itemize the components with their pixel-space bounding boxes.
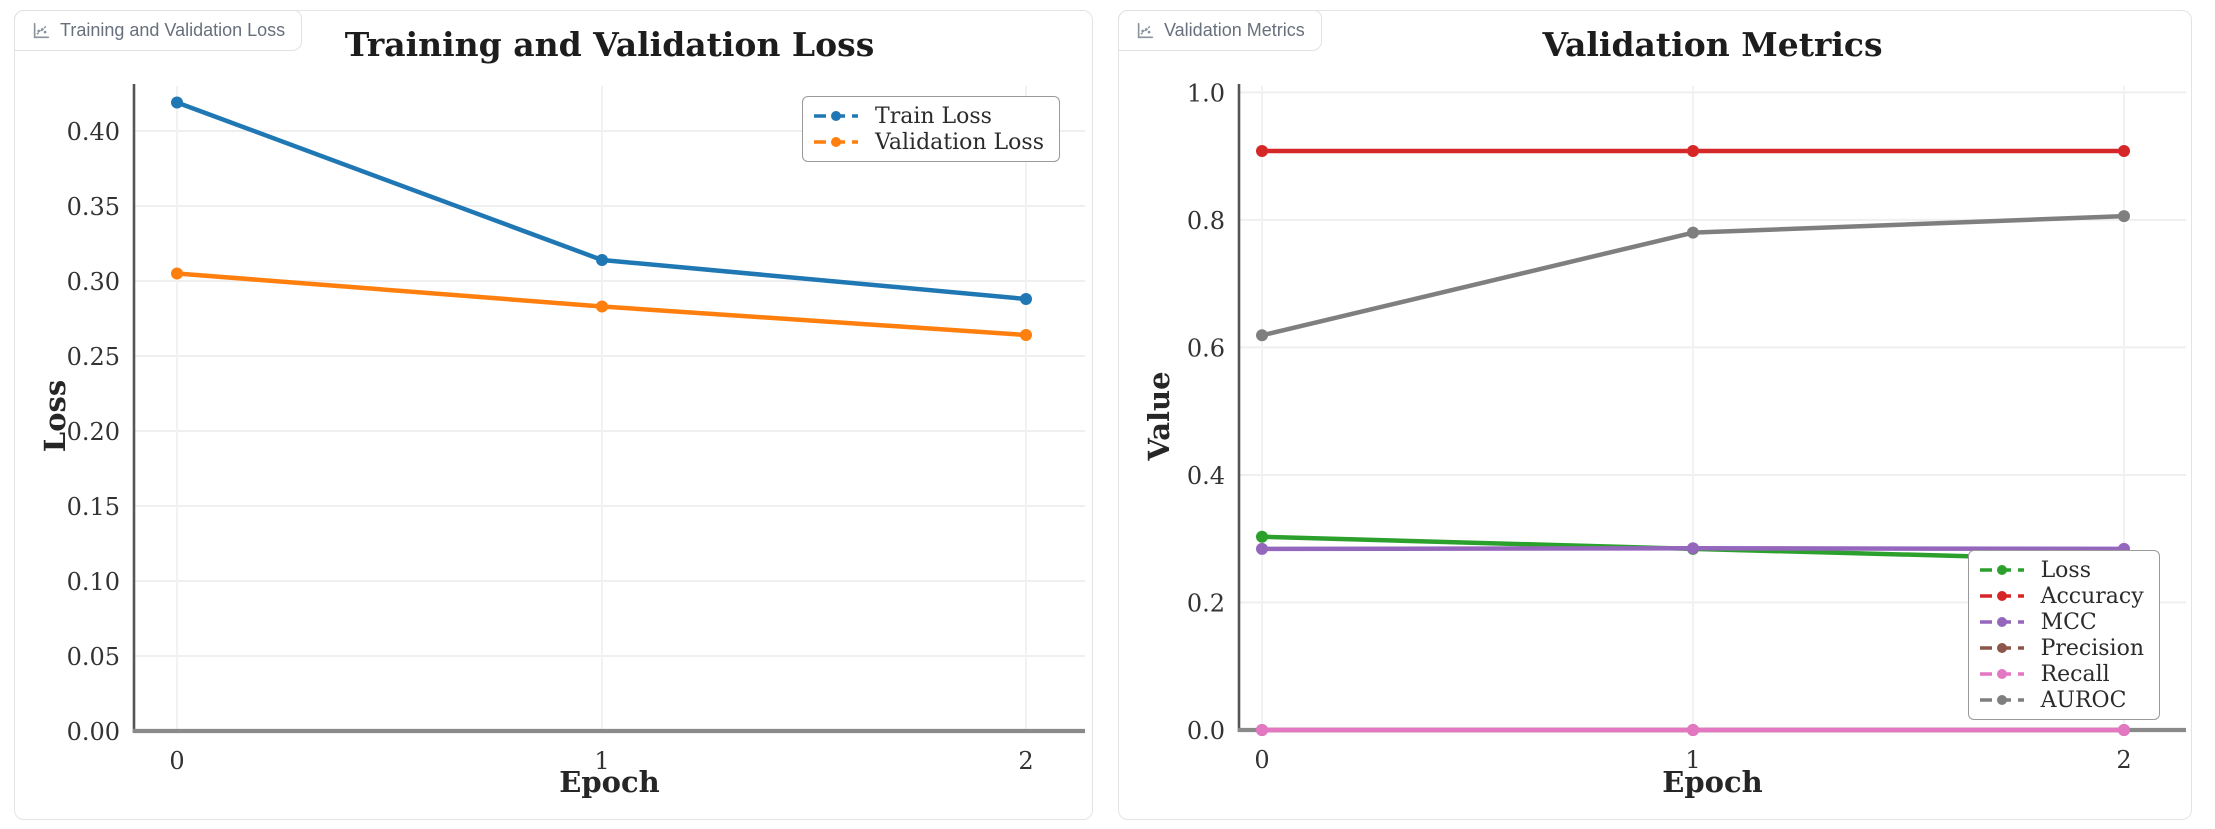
y-tick-label: 0.8 bbox=[1187, 207, 1225, 235]
legend-line-marker-icon bbox=[1979, 565, 2024, 575]
legend-entry-recall: Recall bbox=[1979, 661, 2144, 687]
y-tick-label: 0.4 bbox=[1187, 462, 1225, 490]
series-marker-train-loss bbox=[596, 254, 608, 266]
y-tick-label: 0.00 bbox=[67, 718, 120, 746]
legend-entry-validation-loss: Validation Loss bbox=[813, 129, 1044, 155]
legend-entry-accuracy: Accuracy bbox=[1979, 583, 2144, 609]
legend-line-marker-icon bbox=[814, 137, 859, 147]
y-tick-label: 1.0 bbox=[1187, 79, 1225, 107]
series-marker-validation-loss bbox=[171, 267, 183, 280]
panel-tab-label: Training and Validation Loss bbox=[60, 20, 286, 40]
legend-marker bbox=[1996, 643, 2007, 653]
panel-tab-validation-metrics: Validation Metrics bbox=[1118, 10, 1322, 51]
legend-line-marker-icon bbox=[1979, 669, 2024, 679]
y-tick-label: 0.10 bbox=[67, 568, 120, 596]
legend-entry-precision: Precision bbox=[1979, 635, 2144, 661]
series-marker-train-loss bbox=[1020, 293, 1032, 305]
series-marker-auroc bbox=[2118, 210, 2130, 223]
legend-marker bbox=[1996, 617, 2007, 627]
x-axis-label: Epoch bbox=[559, 765, 660, 799]
legend-line-marker-icon bbox=[1979, 643, 2024, 653]
legend-line-marker-icon bbox=[1979, 695, 2024, 705]
legend-label: Train Loss bbox=[875, 103, 992, 129]
chart-card-training-validation-loss: Training and Validation Loss Training an… bbox=[14, 10, 1093, 820]
y-tick-label: 0.15 bbox=[67, 493, 120, 521]
series-marker-recall bbox=[2118, 724, 2130, 736]
legend-marker bbox=[1996, 669, 2007, 679]
panel-tab-label: Validation Metrics bbox=[1164, 20, 1305, 40]
legend-label: Validation Loss bbox=[875, 129, 1044, 155]
y-tick-label: 0.40 bbox=[67, 118, 120, 146]
legend: Loss Accuracy MCC Precision Recall AUROC bbox=[1967, 550, 2160, 720]
legend: Train Loss Validation Loss bbox=[802, 96, 1060, 162]
x-tick-label: 2 bbox=[1018, 747, 1033, 775]
series-marker-mcc bbox=[1687, 542, 1699, 555]
series-marker-train-loss bbox=[171, 96, 183, 109]
legend-entry-mcc: MCC bbox=[1979, 609, 2144, 635]
chart-title: Validation Metrics bbox=[1542, 25, 1883, 64]
legend-label: Recall bbox=[2040, 661, 2110, 687]
legend-label: Loss bbox=[2040, 557, 2091, 583]
legend-label: Accuracy bbox=[2040, 583, 2144, 609]
series-marker-validation-loss bbox=[1020, 329, 1032, 341]
legend-label: Precision bbox=[2040, 635, 2144, 661]
series-marker-validation-loss bbox=[596, 300, 608, 313]
legend-line-marker-icon bbox=[1979, 591, 2024, 601]
x-tick-label: 0 bbox=[1254, 746, 1269, 774]
y-tick-label: 0.2 bbox=[1187, 589, 1225, 617]
series-marker-loss bbox=[1256, 530, 1268, 543]
series-marker-accuracy bbox=[1256, 145, 1268, 158]
series-marker-accuracy bbox=[1687, 145, 1699, 158]
x-tick-label: 0 bbox=[169, 747, 184, 775]
x-tick-label: 1 bbox=[1685, 746, 1700, 774]
series-marker-auroc bbox=[1256, 329, 1268, 342]
y-tick-label: 0.30 bbox=[67, 268, 120, 296]
y-tick-label: 0.25 bbox=[67, 343, 120, 371]
x-axis-label: Epoch bbox=[1662, 765, 1763, 799]
legend-marker bbox=[1996, 591, 2007, 601]
scatter-plot-icon bbox=[31, 21, 51, 41]
series-marker-mcc bbox=[1256, 542, 1268, 555]
series-marker-auroc bbox=[1687, 226, 1699, 239]
series-marker-recall bbox=[1687, 724, 1699, 736]
legend-label: AUROC bbox=[2040, 687, 2127, 713]
y-tick-label: 0.6 bbox=[1187, 334, 1225, 362]
chart-card-validation-metrics: Validation Metrics Validation Metrics Va… bbox=[1118, 10, 2192, 820]
series-marker-recall bbox=[1256, 724, 1268, 736]
y-tick-label: 0.05 bbox=[67, 643, 120, 671]
chart-title: Training and Validation Loss bbox=[344, 25, 875, 64]
panel-tab-training-validation-loss: Training and Validation Loss bbox=[14, 10, 303, 51]
x-tick-label: 2 bbox=[2116, 746, 2131, 774]
plot-area: 0.00 0.05 0.10 0.15 0.20 0.25 0.30 0.35 0.40 0 1 2 bbox=[67, 84, 1085, 775]
series-marker-accuracy bbox=[2118, 145, 2130, 158]
legend-marker bbox=[1996, 565, 2007, 575]
legend-marker bbox=[1996, 695, 2007, 705]
legend-entry-auroc: AUROC bbox=[1979, 687, 2144, 713]
y-tick-label: 0.35 bbox=[67, 193, 120, 221]
legend-label: MCC bbox=[2040, 609, 2097, 635]
legend-marker bbox=[831, 137, 842, 147]
legend-marker bbox=[831, 111, 842, 121]
y-tick-label: 0.20 bbox=[67, 418, 120, 446]
legend-line-marker-icon bbox=[1979, 617, 2024, 627]
scatter-plot-icon bbox=[1135, 21, 1155, 41]
y-tick-label: 0.0 bbox=[1187, 717, 1225, 745]
legend-entry-loss: Loss bbox=[1979, 557, 2144, 583]
legend-entry-train-loss: Train Loss bbox=[813, 103, 1044, 129]
legend-line-marker-icon bbox=[814, 111, 859, 121]
x-tick-label: 1 bbox=[594, 747, 609, 775]
